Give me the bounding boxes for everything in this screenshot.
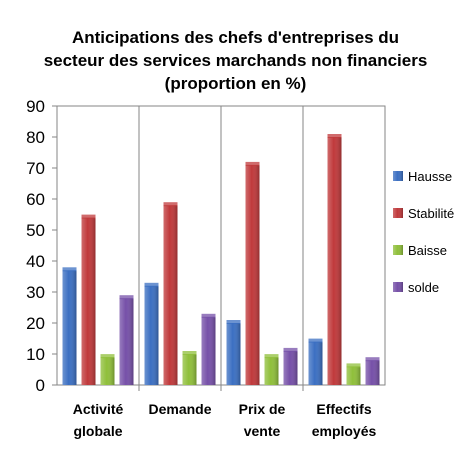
bar-baisse [346, 363, 361, 385]
legend-item-stabilité: Stabilité [393, 206, 454, 221]
bar-solde [119, 295, 134, 385]
bar-hausse [226, 320, 241, 385]
legend-item-solde: solde [393, 280, 439, 295]
x-tick-label: vente [244, 423, 281, 439]
legend-label: Hausse [408, 169, 452, 184]
legend-label: Baisse [408, 243, 447, 258]
y-tick-label: 0 [36, 376, 45, 395]
x-tick-label: Effectifs [316, 401, 371, 417]
x-tick-label: globale [73, 423, 122, 439]
y-tick-label: 80 [26, 128, 45, 147]
legend: Hausse Stabilité Baisse solde [393, 169, 454, 295]
bar-baisse [100, 354, 115, 385]
y-tick-label: 40 [26, 252, 45, 271]
bar-stabilité [81, 214, 96, 385]
chart-title-line-3: (proportion en %) [164, 74, 307, 93]
y-tick-label: 50 [26, 221, 45, 240]
bar-baisse [182, 351, 197, 385]
bar-hausse [62, 267, 77, 385]
legend-label: Stabilité [408, 206, 454, 221]
legend-item-hausse: Hausse [393, 169, 452, 184]
bar-stabilité [163, 202, 178, 385]
bar-stabilité [327, 134, 342, 385]
x-tick-label: Activité [73, 401, 124, 417]
x-tick-label: Prix de [239, 401, 286, 417]
y-tick-label: 70 [26, 159, 45, 178]
y-tick-label: 60 [26, 190, 45, 209]
x-axis: Activité globale Demande Prix de vente Effect… [73, 106, 377, 439]
y-tick-label: 30 [26, 283, 45, 302]
bar-solde [201, 313, 216, 385]
x-tick-label: Demande [148, 401, 211, 417]
bars [62, 134, 380, 385]
bar-hausse [308, 338, 323, 385]
chart-title-line-2: secteur des services marchands non finan… [43, 51, 428, 70]
bar-stabilité [245, 161, 260, 385]
bar-solde [365, 357, 380, 385]
bar-hausse [144, 282, 159, 385]
bar-baisse [264, 354, 279, 385]
y-tick-label: 20 [26, 314, 45, 333]
legend-item-baisse: Baisse [393, 243, 447, 258]
y-axis: 0 10 20 30 40 50 60 70 80 90 [26, 97, 57, 395]
chart-title-line-1: Anticipations des chefs d'entreprises du [71, 28, 400, 47]
y-tick-label: 90 [26, 97, 45, 116]
y-tick-label: 10 [26, 345, 45, 364]
bar-solde [283, 347, 298, 385]
x-tick-label: employés [312, 423, 377, 439]
legend-label: solde [408, 280, 439, 295]
